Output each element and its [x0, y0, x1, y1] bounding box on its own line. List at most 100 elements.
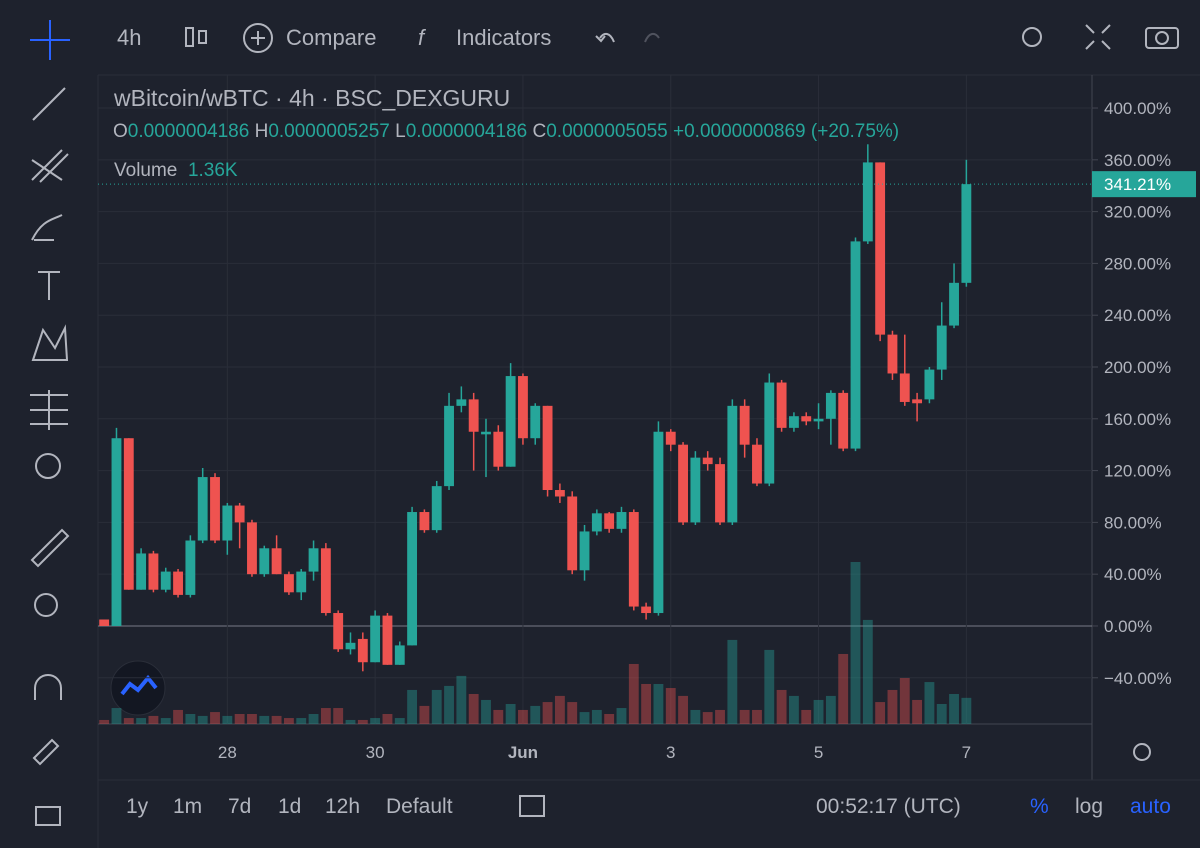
volume-bar — [271, 715, 282, 724]
axis-settings[interactable] — [1133, 743, 1151, 761]
y-tick-label: 40.00% — [1104, 565, 1162, 584]
logo — [120, 674, 158, 696]
volume-bar — [357, 719, 368, 724]
volume-bar — [579, 712, 590, 724]
magnet-tool[interactable] — [34, 674, 62, 700]
volume-bar — [801, 709, 812, 724]
indicators-button[interactable]: Indicators — [456, 25, 552, 50]
volume-bar — [554, 695, 565, 724]
zoom-tool[interactable] — [34, 593, 58, 617]
volume-bar — [739, 709, 750, 724]
volume-bar — [875, 702, 886, 724]
lock-drawings[interactable] — [32, 738, 60, 766]
candle-body — [924, 369, 935, 400]
undo[interactable] — [595, 32, 615, 43]
compare-icon[interactable] — [243, 23, 273, 53]
candle-body — [850, 241, 861, 449]
candle-body — [825, 392, 836, 419]
label: O — [113, 121, 128, 142]
volume-bar — [431, 689, 442, 724]
volume-bar — [912, 699, 923, 724]
volume-bar — [296, 718, 307, 724]
volume-bar — [752, 709, 762, 724]
volume-bar — [961, 697, 972, 724]
auto-toggle[interactable]: auto — [1130, 795, 1171, 818]
candle-body — [616, 512, 627, 529]
candle-body — [456, 399, 467, 406]
volume-bar — [234, 713, 245, 724]
ruler-tool[interactable] — [30, 528, 70, 568]
volume-bar — [899, 678, 910, 724]
volume-bar — [444, 685, 454, 724]
log-toggle[interactable]: log — [1075, 795, 1104, 818]
candle-body — [247, 522, 257, 575]
value: 0.0000005055 — [546, 121, 668, 142]
range-button[interactable]: 1m — [173, 795, 203, 818]
compare-icon[interactable] — [251, 31, 265, 45]
trendline-tool[interactable] — [32, 87, 66, 121]
volume-bar — [530, 705, 541, 724]
volume-bar — [283, 718, 294, 724]
volume-bar — [665, 688, 676, 724]
candle-body — [788, 416, 799, 428]
candle-body — [333, 613, 344, 650]
interval-button[interactable]: 4h — [117, 25, 142, 50]
range-button[interactable]: 7d — [228, 795, 252, 818]
volume-bar — [715, 709, 725, 724]
label: L — [395, 121, 406, 142]
emoji-tool[interactable] — [35, 453, 61, 479]
candle-body — [444, 405, 454, 487]
candle-body — [136, 553, 147, 590]
redo[interactable] — [644, 32, 660, 43]
volume-bar — [123, 718, 134, 724]
snapshot[interactable] — [1155, 31, 1169, 45]
candle-body — [518, 376, 528, 439]
chart-type[interactable] — [198, 30, 207, 44]
candle-body — [320, 548, 331, 614]
settings[interactable] — [1022, 27, 1042, 47]
text-tool[interactable] — [38, 271, 60, 300]
candle-body — [234, 505, 245, 523]
candle-body — [764, 382, 775, 484]
compare-button[interactable]: Compare — [286, 25, 377, 50]
label: Volume — [114, 160, 178, 181]
snapshot[interactable] — [1145, 27, 1179, 49]
last-price-label: 341.21% — [1104, 175, 1171, 194]
candle-body — [776, 382, 787, 428]
candle-body — [407, 512, 418, 646]
percent-toggle[interactable]: % — [1030, 795, 1049, 818]
date-range[interactable] — [519, 795, 545, 817]
volume-bar — [825, 695, 836, 724]
y-tick-label: 280.00% — [1104, 254, 1171, 273]
candle-body — [702, 457, 713, 465]
lock-tool[interactable] — [35, 806, 61, 826]
y-tick-label: 400.00% — [1104, 99, 1171, 118]
x-tick-label: 3 — [666, 743, 675, 762]
prediction-tool[interactable] — [30, 390, 68, 430]
y-tick-label: 80.00% — [1104, 513, 1162, 532]
y-tick-label: 160.00% — [1104, 410, 1171, 429]
volume-bar — [567, 702, 578, 724]
candle-body — [628, 512, 639, 607]
range-button[interactable]: 12h — [325, 795, 361, 818]
default-button[interactable]: Default — [386, 795, 453, 818]
range-button[interactable]: 1y — [126, 795, 149, 818]
crosshair-tool[interactable] — [30, 20, 70, 60]
volume-bar — [370, 718, 381, 724]
candle-body — [665, 431, 676, 445]
chart-type[interactable] — [185, 27, 194, 47]
candle-body — [949, 282, 959, 326]
y-tick-label: 360.00% — [1104, 151, 1171, 170]
range-button[interactable]: 1d — [278, 795, 302, 818]
candle-body — [468, 399, 479, 432]
value: 0.0000005257 — [268, 121, 390, 142]
fullscreen[interactable] — [1085, 24, 1111, 50]
brush-tool[interactable] — [31, 214, 63, 241]
volume-bar — [936, 703, 947, 724]
volume-bar — [505, 703, 516, 724]
last-price-box — [1092, 171, 1196, 198]
pattern-tool[interactable] — [31, 324, 69, 361]
fib-tool[interactable] — [31, 149, 69, 183]
